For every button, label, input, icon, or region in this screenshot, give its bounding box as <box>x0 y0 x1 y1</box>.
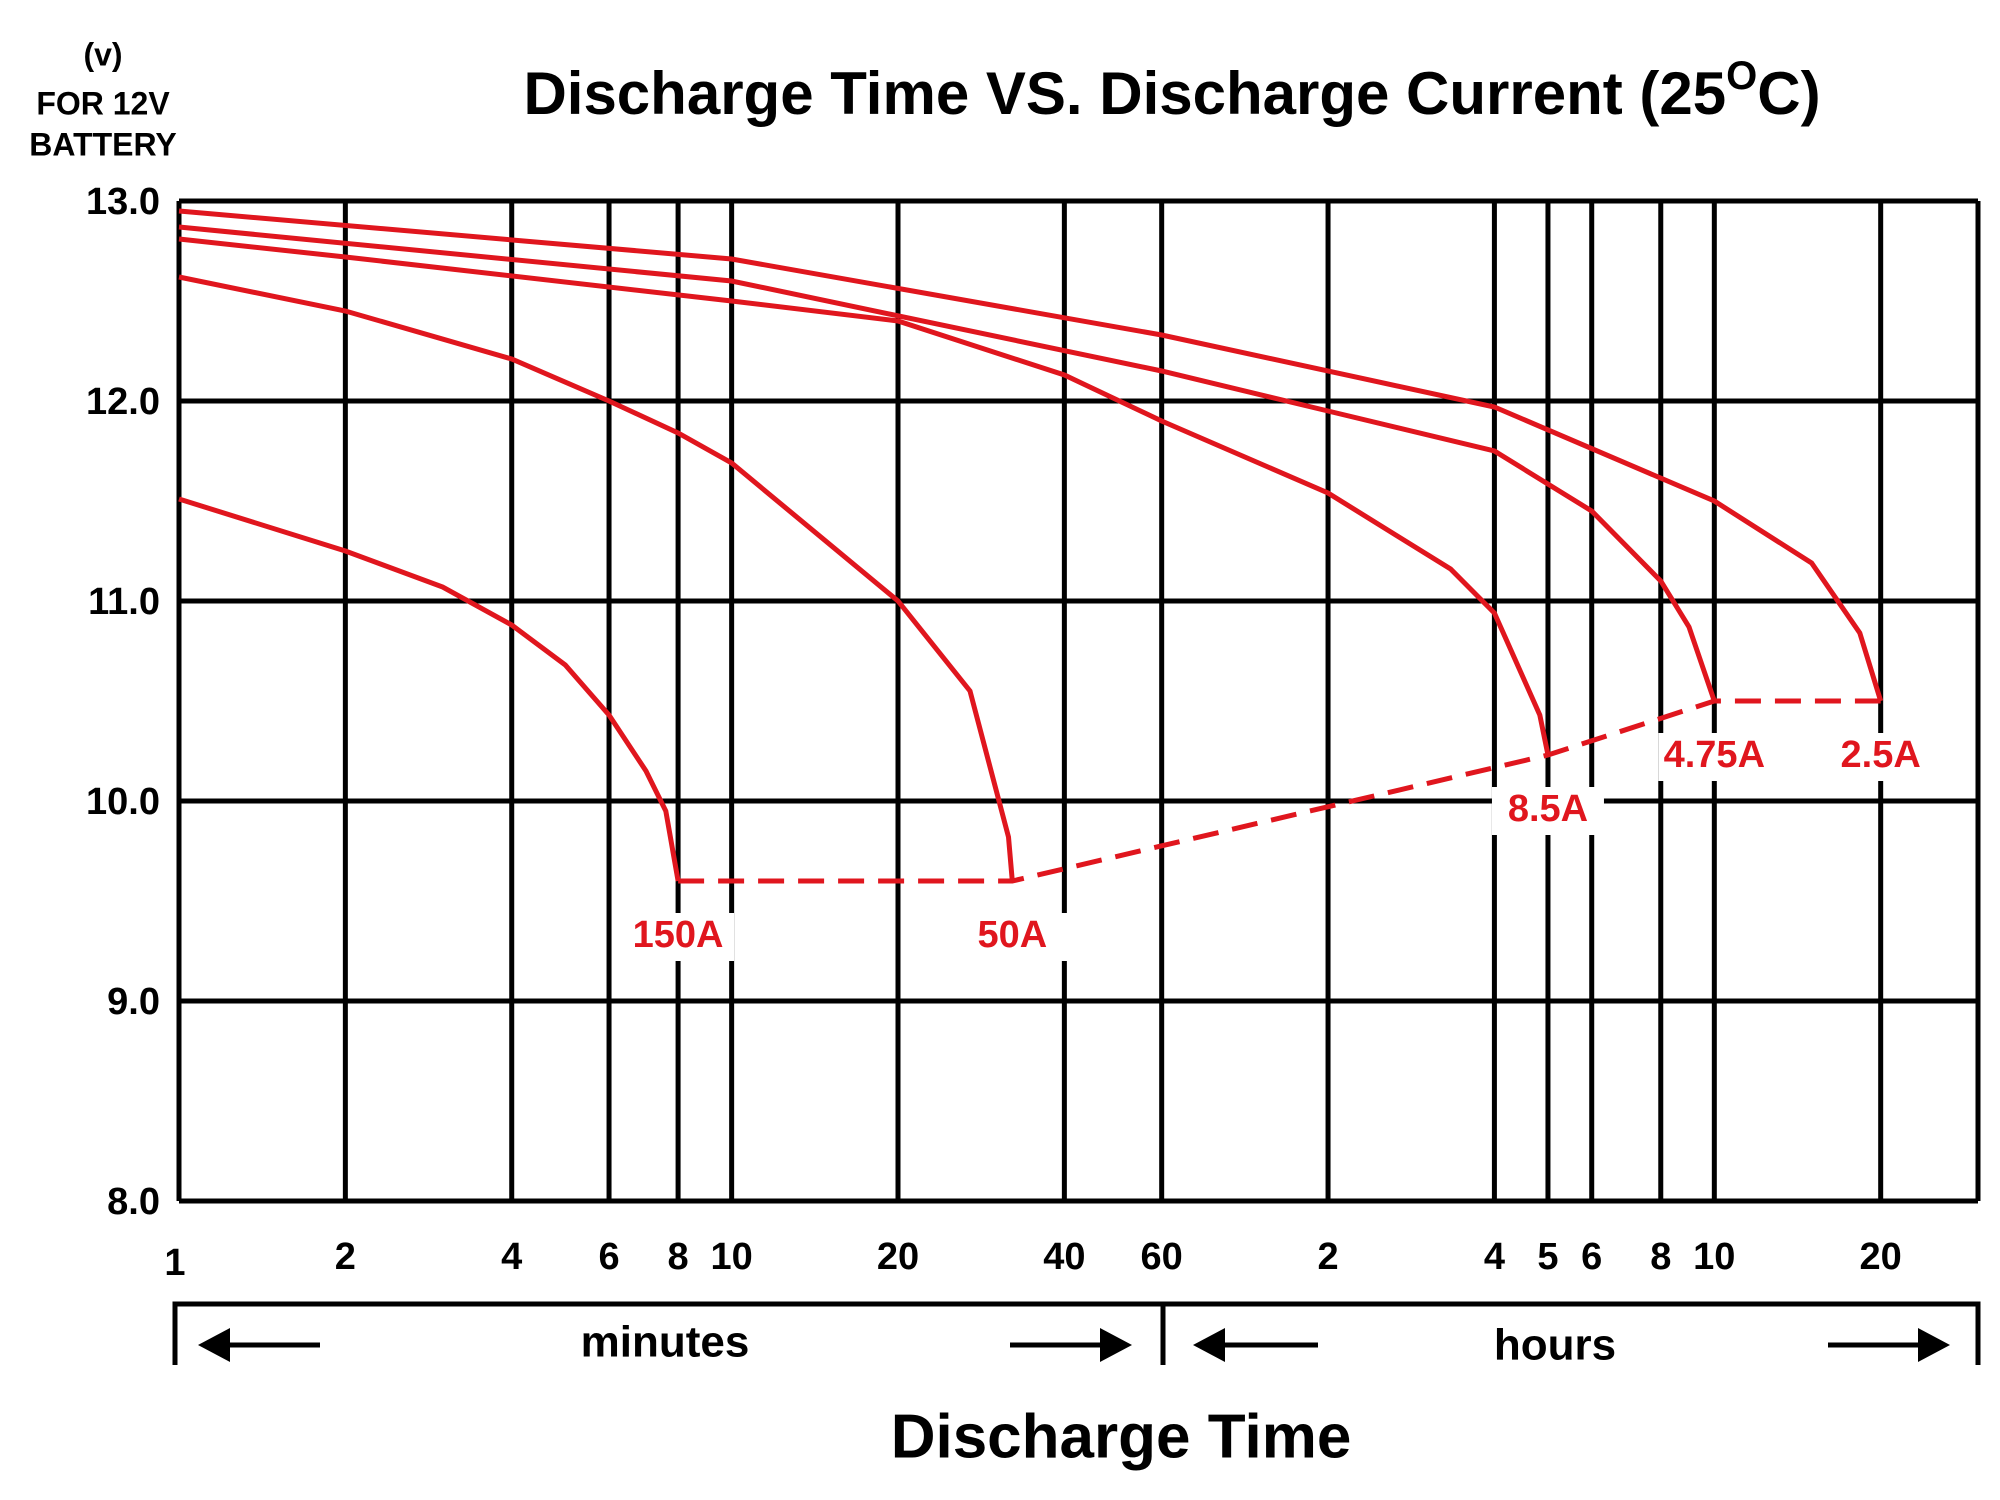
series-label: 2.5A <box>1841 734 1921 776</box>
x-tick-label: 8 <box>668 1236 689 1278</box>
label-background <box>956 913 1069 961</box>
group-label: hours <box>1494 1321 1616 1370</box>
y-tick-label: 9.0 <box>107 981 160 1023</box>
series-line <box>178 496 681 882</box>
title-part: C) <box>1757 60 1820 127</box>
y-tick-label: 13.0 <box>86 181 160 223</box>
arrowhead <box>1918 1328 1950 1362</box>
series-line <box>178 274 1015 882</box>
y-axis-label: (v) <box>83 36 122 72</box>
cutoff-line <box>678 698 1881 884</box>
x-tick-label: 10 <box>1693 1236 1735 1278</box>
y-tick-label: 12.0 <box>86 381 160 423</box>
label-background <box>622 913 735 961</box>
x-tick-label: 2 <box>335 1236 356 1278</box>
x-tick-label: 10 <box>711 1236 753 1278</box>
title-sup: O <box>1726 54 1757 98</box>
x-tick-label: 20 <box>877 1236 919 1278</box>
x-tick-label: 6 <box>1581 1236 1602 1278</box>
x-tick-label: 20 <box>1860 1236 1902 1278</box>
x-tick-label: 1 <box>164 1242 185 1284</box>
series-label: 150A <box>633 914 724 956</box>
arrowhead <box>1100 1328 1132 1362</box>
x-tick-label: 2 <box>1317 1236 1338 1278</box>
title-part: Discharge Time VS. Discharge Current (25 <box>523 60 1726 127</box>
series-line <box>178 236 1551 756</box>
y-axis-label: FOR 12V <box>36 85 170 121</box>
x-tick-label: 6 <box>598 1236 619 1278</box>
x-tick-label: 8 <box>1650 1236 1671 1278</box>
chart-title: Discharge Time VS. Discharge Current (25… <box>523 54 1820 127</box>
series-label: 50A <box>977 914 1047 956</box>
label-background <box>1658 733 1771 781</box>
y-tick-label: 8.0 <box>107 1181 160 1223</box>
arrowhead <box>1193 1328 1225 1362</box>
group-label: minutes <box>581 1318 750 1367</box>
arrowheads <box>198 1328 1950 1362</box>
x-tick-label: 4 <box>501 1236 522 1278</box>
y-tick-label: 11.0 <box>88 581 160 623</box>
plot: 150A 50A 8.5A 4.75A 2.5A <box>178 208 1937 961</box>
time-bracket <box>172 1301 1981 1365</box>
x-tick-label: 40 <box>1043 1236 1085 1278</box>
label-background <box>1491 787 1604 835</box>
grid <box>176 198 1981 1204</box>
series-label: 4.75A <box>1664 734 1765 776</box>
arrowhead <box>198 1328 230 1362</box>
x-tick-label: 5 <box>1537 1236 1558 1278</box>
series-line <box>178 208 1884 702</box>
x-axis-label: Discharge Time <box>891 1402 1352 1471</box>
bracket <box>172 1301 1981 1365</box>
y-axis-label: BATTERY <box>29 126 177 162</box>
x-tick-label: 4 <box>1484 1236 1505 1278</box>
label-background <box>1824 733 1937 781</box>
series-line <box>178 224 1717 702</box>
series-label: 8.5A <box>1508 788 1588 830</box>
x-tick-label: 60 <box>1141 1236 1183 1278</box>
y-tick-label: 10.0 <box>86 781 160 823</box>
